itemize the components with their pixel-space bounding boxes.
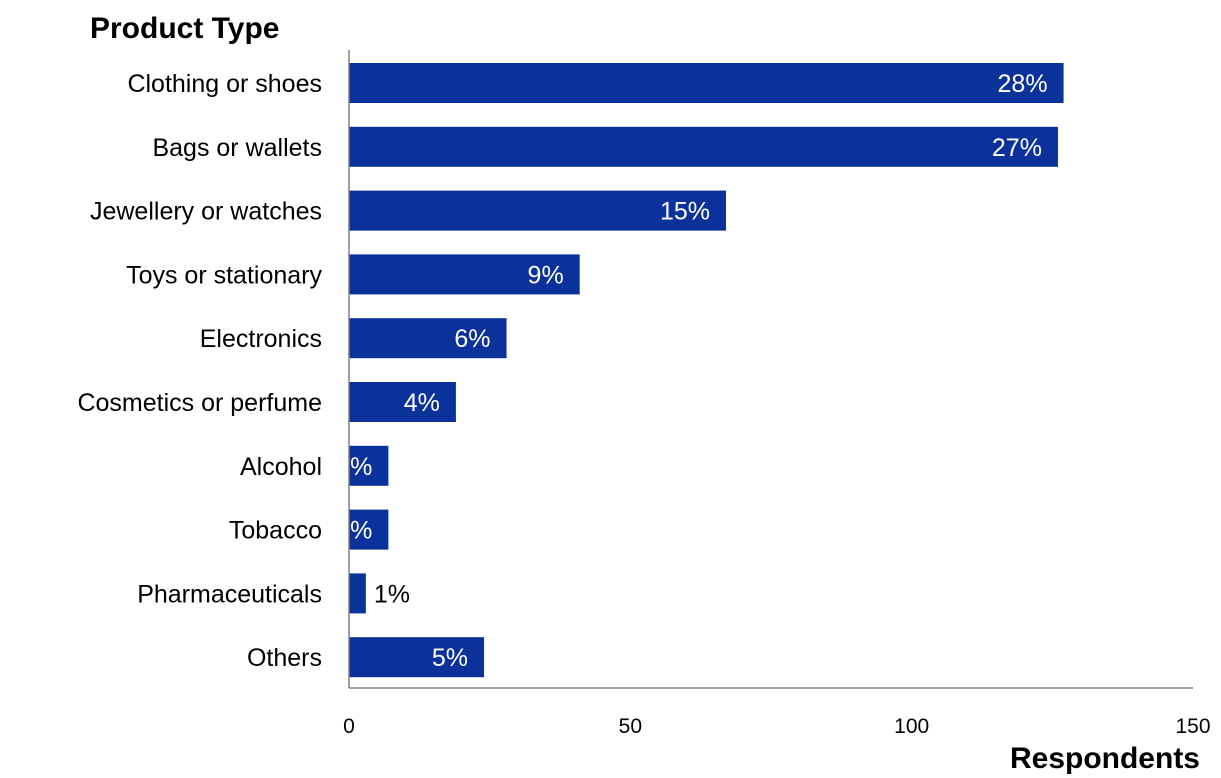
bar-electronics <box>349 318 507 359</box>
bar-clothing-or-shoes <box>349 63 1064 103</box>
category-label-bags-or-wallets: Bags or wallets <box>152 134 322 162</box>
x-tick-label-50: 50 <box>619 715 642 738</box>
x-axis-title: Respondents <box>1010 742 1200 775</box>
data-label-electronics: 6% <box>454 325 490 353</box>
category-label-alcohol: Alcohol <box>240 453 322 481</box>
x-tick-label-150: 150 <box>1175 715 1210 738</box>
data-label-toys-or-stationary: 9% <box>528 261 564 289</box>
bars-group <box>349 63 1064 678</box>
bar-others <box>349 637 485 678</box>
x-axis-ticks: 0 50 100 150 <box>343 715 1210 738</box>
category-label-others: Others <box>247 644 322 672</box>
x-tick-label-0: 0 <box>343 715 355 738</box>
category-labels: Clothing or shoes Bags or wallets Jeweller… <box>77 70 322 672</box>
data-label-jewellery-or-watches: 15% <box>660 198 710 226</box>
category-label-toys-or-stationary: Toys or stationary <box>126 261 322 289</box>
bar-cosmetics-or-perfume <box>349 382 456 422</box>
category-label-tobacco: Tobacco <box>229 517 322 545</box>
data-label-others: 5% <box>432 644 468 672</box>
bar-tobacco <box>349 509 389 550</box>
data-label-bags-or-wallets: 27% <box>992 134 1042 162</box>
category-label-electronics: Electronics <box>200 325 322 353</box>
data-label-cosmetics-or-perfume: 4% <box>404 389 440 417</box>
category-label-jewellery-or-watches: Jewellery or watches <box>90 198 322 226</box>
data-label-pharmaceuticals: 1% <box>374 580 410 608</box>
category-label-pharmaceuticals: Pharmaceuticals <box>137 580 322 608</box>
category-label-cosmetics-or-perfume: Cosmetics or perfume <box>77 389 322 417</box>
x-tick-label-100: 100 <box>894 715 929 738</box>
data-label-clothing-or-shoes: 28% <box>998 70 1048 98</box>
bar-alcohol <box>349 445 389 486</box>
bar-jewellery-or-watches <box>349 190 726 231</box>
data-labels-group: 28% 27% 15% 9% 6% 4% 2% 2% 1% 5% <box>336 70 1047 672</box>
bar-toys-or-stationary <box>349 254 580 295</box>
data-label-alcohol: 2% <box>336 453 372 481</box>
bar-pharmaceuticals <box>349 573 366 614</box>
y-axis-title: Product Type <box>90 12 279 45</box>
bar-bags-or-wallets <box>349 126 1058 167</box>
data-label-tobacco: 2% <box>336 517 372 545</box>
category-label-clothing-or-shoes: Clothing or shoes <box>127 70 322 98</box>
